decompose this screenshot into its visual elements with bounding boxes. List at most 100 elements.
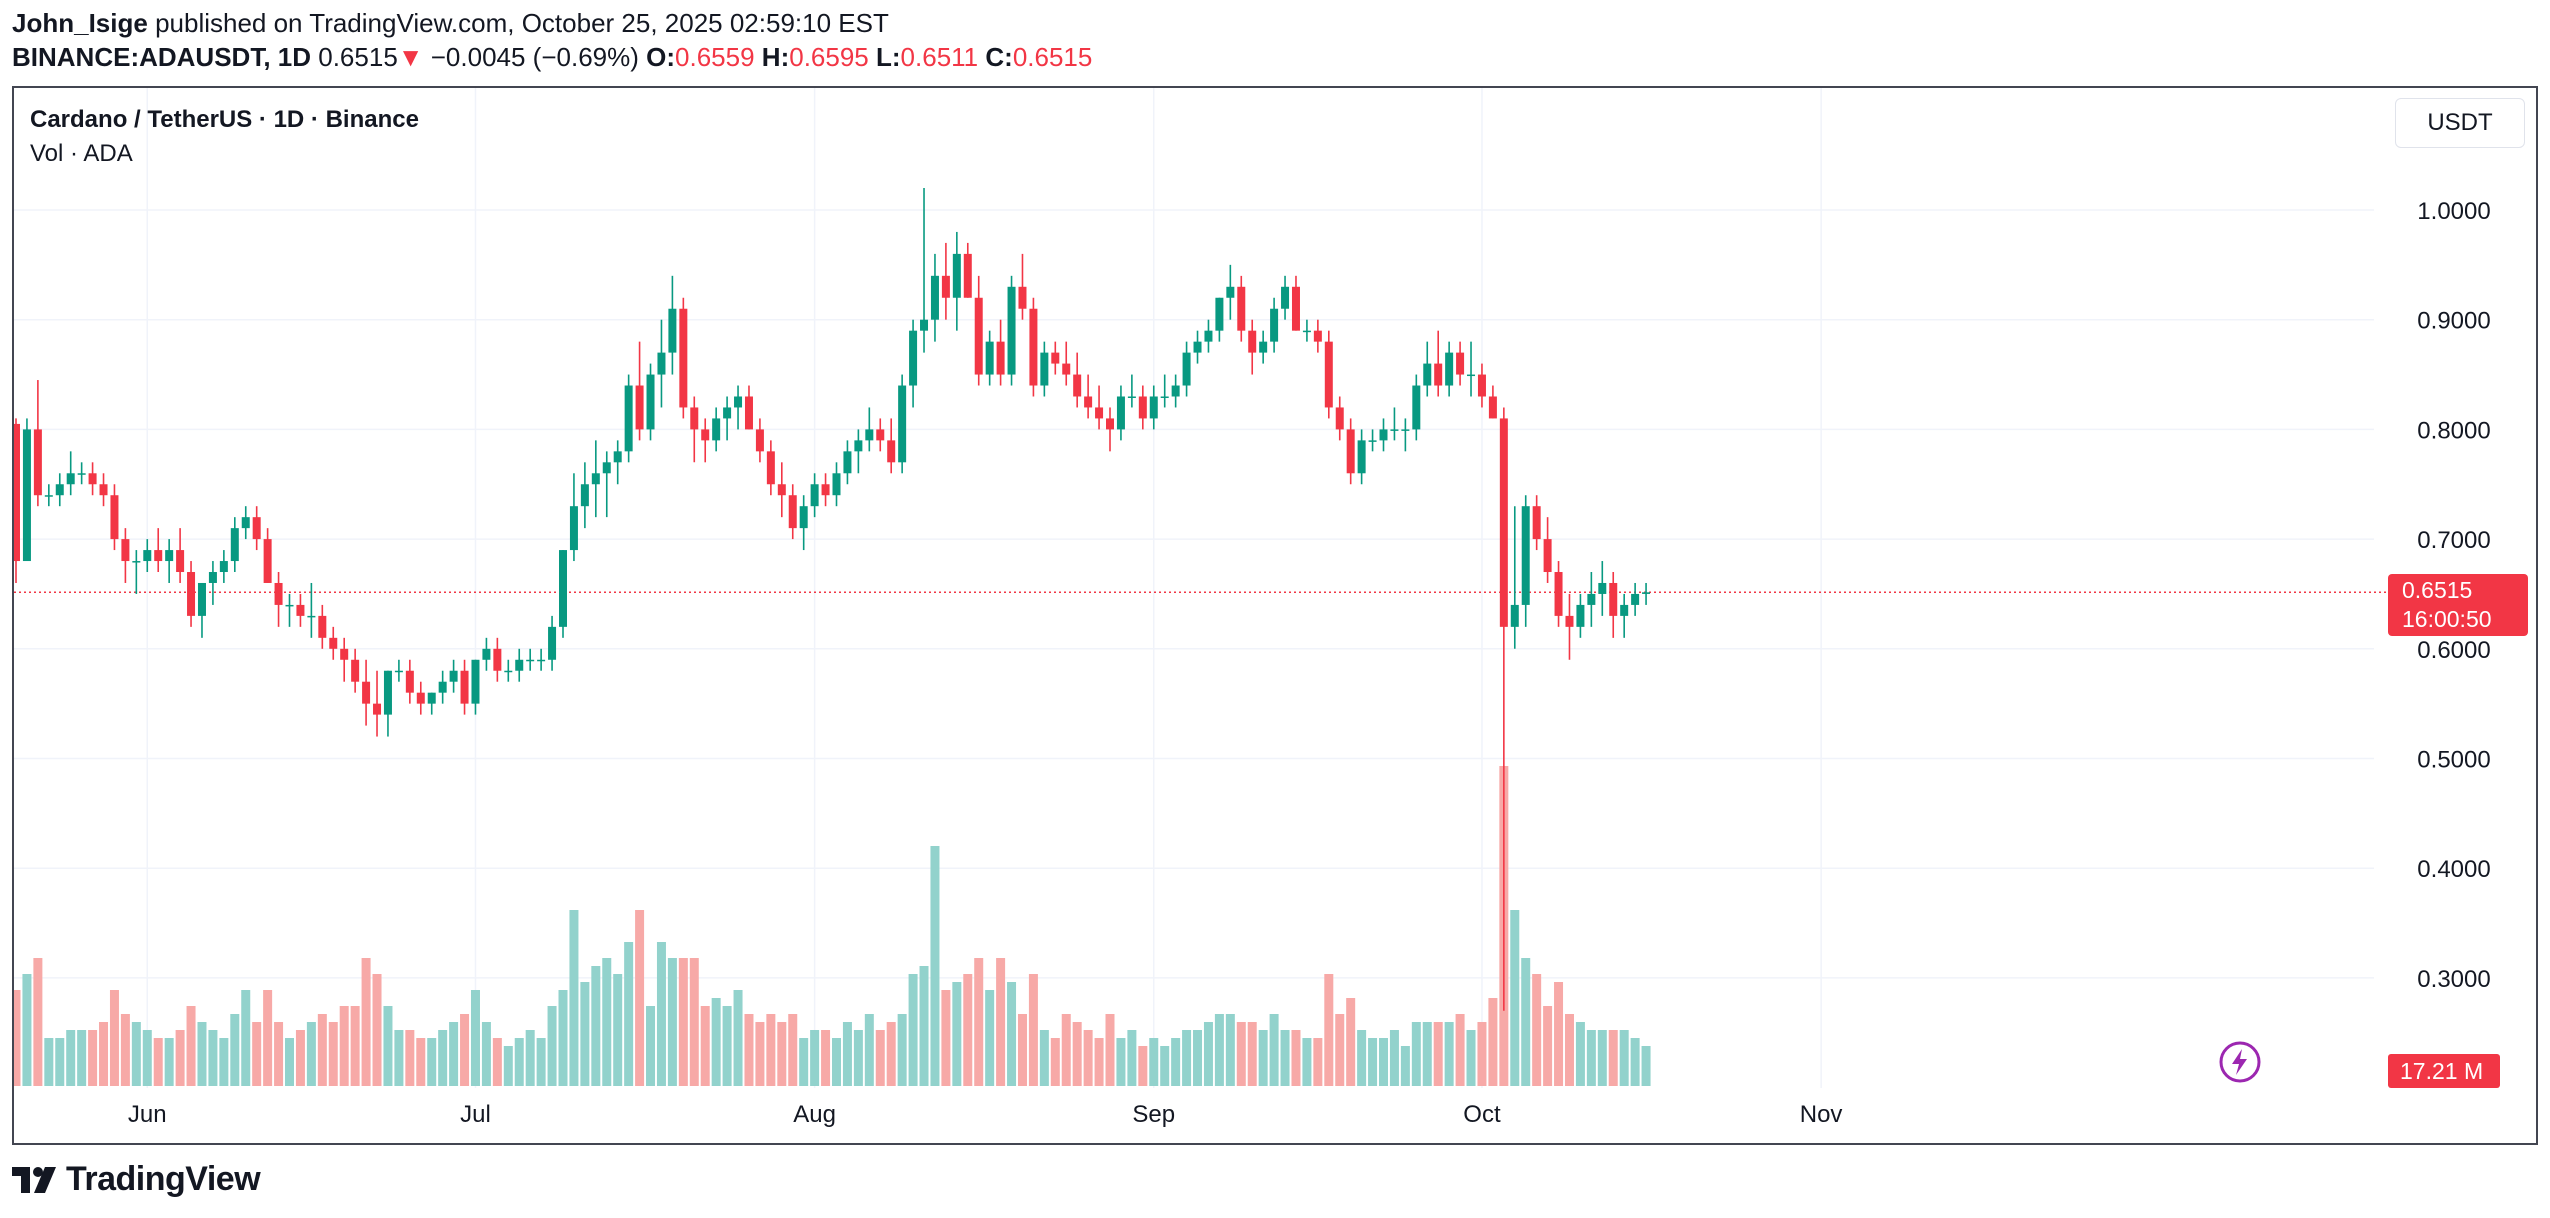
volume-bar: [1127, 1030, 1137, 1086]
candle-body: [1127, 396, 1136, 398]
lightning-icon[interactable]: [2218, 1040, 2262, 1084]
volume-bar: [361, 958, 371, 1086]
candle-body: [996, 341, 1005, 375]
volume-bar: [109, 990, 119, 1086]
candle-body: [766, 451, 775, 485]
volume-bar: [339, 1006, 349, 1086]
volume-bar: [1225, 1014, 1235, 1086]
volume-bar: [1247, 1022, 1257, 1086]
publisher-name[interactable]: John_Isige: [12, 8, 148, 38]
volume-bar: [44, 1038, 54, 1086]
candle-body: [1565, 615, 1574, 627]
volume-bar: [1214, 1014, 1224, 1086]
volume-bar: [777, 1022, 787, 1086]
open-label: O:: [646, 42, 676, 72]
candle-body: [66, 473, 75, 485]
volume-bar: [1379, 1038, 1388, 1086]
volume-bar: [66, 1030, 76, 1086]
candle-body: [252, 517, 261, 540]
volume-bar: [547, 1006, 557, 1086]
candle-body: [613, 451, 622, 463]
x-tick-label: Aug: [793, 1101, 836, 1128]
volume-bar: [591, 966, 601, 1086]
volume-bar: [1160, 1046, 1170, 1086]
candle-body: [1642, 592, 1651, 594]
candle-body: [876, 429, 885, 441]
candle-body: [176, 550, 185, 573]
candle-body: [1281, 286, 1290, 309]
candle-body: [33, 429, 42, 496]
x-tick-label: Oct: [1463, 1101, 1501, 1128]
volume-bar: [186, 1006, 196, 1086]
volume-bar: [88, 1030, 98, 1086]
candle-body: [1237, 286, 1246, 331]
candle-body: [1576, 604, 1585, 627]
candle-body: [449, 670, 458, 682]
candle-body: [1302, 330, 1311, 333]
volume-bar: [678, 958, 688, 1086]
candle-body: [635, 385, 644, 430]
x-tick-label: Jun: [128, 1101, 167, 1128]
volume-bar: [99, 1022, 109, 1086]
candle-body: [482, 648, 491, 660]
candle-body: [1324, 341, 1333, 408]
candle-body: [1423, 363, 1432, 386]
price-chart[interactable]: 1.0000 0.9000 0.8000 0.7000 0.6000 0.5000 0.40…: [14, 88, 2536, 1143]
candle-body: [602, 462, 611, 474]
volume-bar: [1586, 1030, 1596, 1086]
candle-body: [515, 659, 524, 671]
volume-bar: [1258, 1030, 1268, 1086]
y-tick-label: 0.6000: [2417, 637, 2490, 664]
last-price-value: 0.6515: [2402, 577, 2473, 603]
volume-bar: [722, 1006, 732, 1086]
volume-bar: [405, 1030, 415, 1086]
volume-bar: [1543, 1006, 1553, 1086]
candle-body: [1018, 286, 1027, 309]
candle-body: [744, 396, 753, 430]
x-tick-label: Jul: [460, 1101, 491, 1128]
candle-body: [712, 418, 721, 441]
candle-body: [941, 275, 950, 298]
volume-bar: [1357, 1030, 1367, 1086]
volume-legend[interactable]: Vol · ADA: [30, 140, 133, 167]
candle-body: [548, 626, 557, 660]
candle-body: [77, 473, 86, 475]
candle-body: [723, 407, 732, 419]
candle-body: [88, 473, 97, 485]
candle-body: [394, 670, 403, 673]
candle-body: [1171, 385, 1180, 397]
candle-body: [383, 670, 392, 715]
candle-body: [416, 692, 425, 704]
bar-countdown: 16:00:50: [2402, 606, 2492, 632]
candle-body: [537, 659, 546, 662]
candle-body: [1488, 396, 1497, 419]
candle-body: [657, 352, 666, 375]
y-tick-label: 0.8000: [2417, 417, 2490, 444]
chart-frame[interactable]: 1.0000 0.9000 0.8000 0.7000 0.6000 0.5000 0.40…: [12, 86, 2538, 1145]
volume-bar: [219, 1038, 229, 1086]
volume-bar: [1149, 1038, 1159, 1086]
candle-body: [679, 308, 688, 408]
volume-bar: [55, 1038, 65, 1086]
candle-body: [985, 341, 994, 375]
candle-body: [1204, 330, 1213, 342]
volume-bar: [952, 982, 962, 1086]
volume-bar: [1313, 1038, 1323, 1086]
volume-bar: [514, 1038, 524, 1086]
volume-bar: [635, 910, 645, 1086]
volume-bar: [1269, 1014, 1279, 1086]
volume-bar: [1422, 1022, 1432, 1086]
ohlc-header: BINANCE:ADAUSDT, 1D 0.6515▼ −0.0045 (−0.…: [12, 42, 1092, 73]
volume-bar: [1608, 1030, 1618, 1086]
candle-body: [1062, 363, 1071, 375]
volume-bar: [1368, 1038, 1378, 1086]
volume-bar: [383, 1006, 393, 1086]
currency-button[interactable]: USDT: [2395, 98, 2525, 148]
candle-body: [1346, 429, 1355, 474]
low-value: 0.6511: [900, 42, 979, 72]
chart-legend-title[interactable]: Cardano / TetherUS · 1D · Binance: [30, 106, 419, 133]
candle-body: [110, 495, 119, 540]
volume-bar: [810, 1030, 820, 1086]
volume-bar: [1050, 1038, 1060, 1086]
candle-body: [810, 484, 819, 507]
